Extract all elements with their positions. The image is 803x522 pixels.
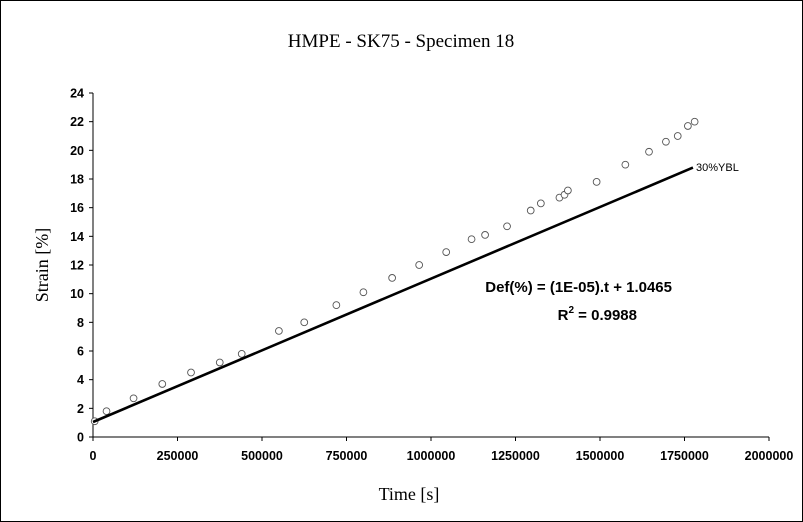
data-point — [102, 407, 111, 416]
data-points — [90, 117, 699, 426]
data-point — [215, 358, 224, 367]
y-tick-label: 10 — [70, 287, 84, 301]
data-point — [415, 261, 424, 269]
data-point — [564, 186, 572, 195]
x-tick-label: 500000 — [241, 449, 283, 463]
data-point — [187, 368, 195, 377]
y-tick-label: 20 — [70, 144, 84, 158]
trendline — [92, 166, 694, 424]
y-tick-label: 0 — [77, 431, 84, 445]
data-point — [442, 248, 451, 256]
data-point — [645, 147, 653, 156]
y-tick-label: 18 — [70, 173, 84, 187]
data-point — [158, 380, 167, 388]
y-tick-label: 2 — [77, 402, 84, 416]
r-squared-base: R — [558, 307, 569, 324]
x-tick-label: 1500000 — [576, 449, 625, 463]
x-tick-label: 1000000 — [407, 449, 456, 463]
x-tick-label: 1250000 — [491, 449, 540, 463]
x-axis-label: Time [s] — [379, 484, 440, 504]
data-point — [275, 327, 283, 335]
r-squared-exponent: 2 — [568, 305, 574, 316]
x-tick-label: 1750000 — [660, 449, 709, 463]
y-tick-label: 4 — [77, 373, 84, 387]
y-tick-label: 24 — [70, 87, 84, 101]
trendline-group — [92, 166, 694, 424]
data-point — [129, 394, 138, 403]
data-point — [621, 160, 630, 169]
y-tick-label: 16 — [70, 201, 84, 215]
x-tick-label: 750000 — [326, 449, 368, 463]
axes: 0 250000 500000 750000 1000000 1250000 1500000… — [70, 87, 793, 464]
y-tick-label: 8 — [77, 316, 84, 330]
r-squared-value: = 0.9988 — [574, 307, 637, 324]
trendline-equation: Def(%) = (1E-05).t + 1.0465 — [485, 279, 672, 296]
data-point — [526, 206, 535, 215]
data-point — [536, 199, 545, 208]
r-squared-label: R2 = 0.9988 — [558, 305, 637, 324]
data-point — [592, 178, 601, 186]
chart-title: HMPE - SK75 - Specimen 18 — [288, 31, 514, 52]
data-point — [673, 132, 682, 140]
y-tick-label: 12 — [70, 259, 84, 273]
y-axis-label: Strain [%] — [32, 228, 52, 302]
data-point — [481, 231, 489, 239]
x-tick-label: 250000 — [157, 449, 199, 463]
data-point — [503, 222, 511, 231]
data-point — [684, 122, 692, 130]
data-point — [467, 235, 476, 244]
y-tick-label: 22 — [70, 115, 84, 129]
load-level-annotation: 30%YBL — [696, 162, 739, 174]
data-point — [300, 318, 309, 327]
data-point — [388, 274, 396, 282]
x-tick-label: 2000000 — [745, 449, 794, 463]
data-point — [237, 350, 246, 358]
y-tick-label: 6 — [77, 345, 84, 359]
data-point — [332, 301, 341, 309]
x-tick-label: 0 — [90, 449, 97, 463]
data-point — [359, 288, 368, 297]
y-tick-label: 14 — [70, 230, 84, 244]
data-point — [662, 137, 670, 146]
data-point — [690, 117, 699, 126]
